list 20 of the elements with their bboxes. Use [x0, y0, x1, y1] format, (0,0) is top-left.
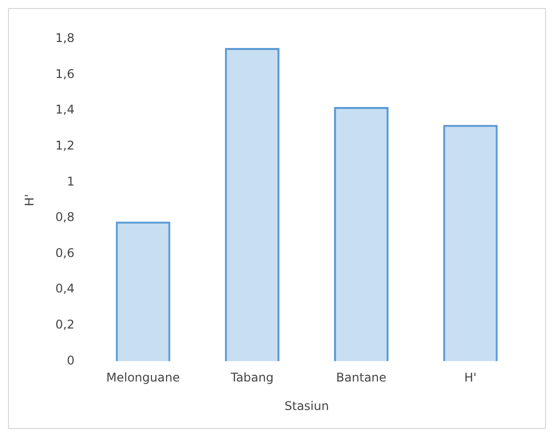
bar [224, 48, 280, 362]
y-tick-label: 1 [66, 174, 74, 188]
y-tick-label: 0,4 [55, 282, 74, 296]
x-tick-label: Melonguane [106, 370, 180, 385]
bar [334, 107, 389, 362]
y-tick-label: 1,6 [55, 66, 74, 81]
y-axis-title: H' [22, 194, 36, 206]
bar [116, 222, 170, 362]
y-tick-label: 0,8 [55, 210, 74, 224]
x-tick-label: Tabang [230, 370, 274, 385]
y-tick-label: 0 [66, 353, 74, 368]
y-tick-label: 0,6 [55, 246, 74, 260]
x-axis-title: Stasiun [284, 398, 329, 413]
y-tick-label: 1,2 [55, 138, 74, 153]
x-tick-label: H' [464, 370, 477, 385]
x-tick-label: Bantane [336, 370, 386, 385]
y-tick-label: 1,8 [55, 31, 74, 46]
y-tick-label: 0,2 [55, 318, 74, 332]
y-tick-label: 1,4 [55, 102, 74, 117]
bar [443, 124, 498, 362]
